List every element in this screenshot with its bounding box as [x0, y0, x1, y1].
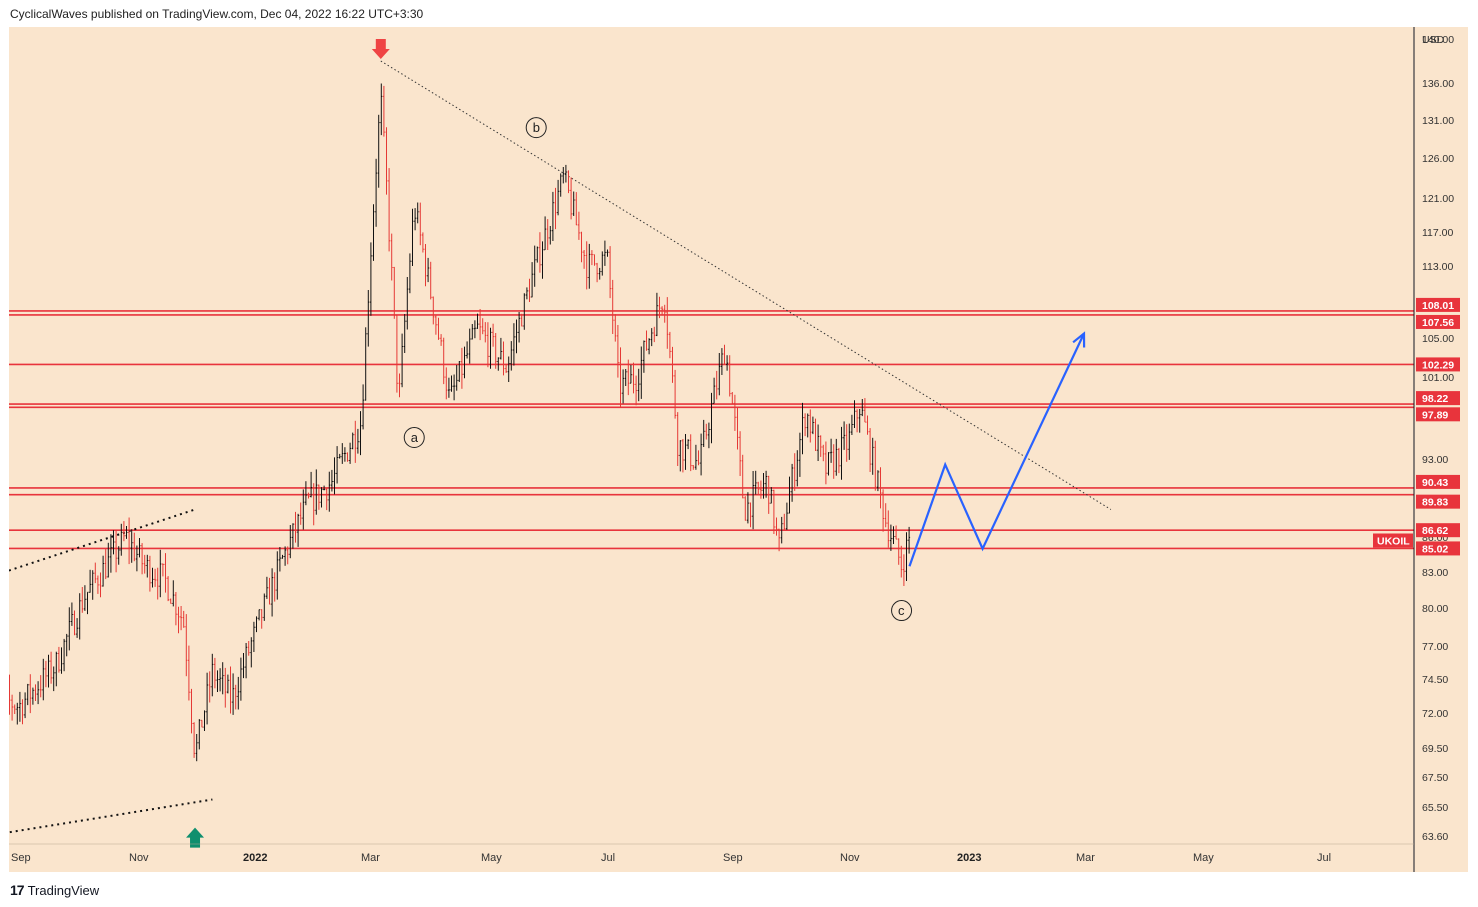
level-badge: [1416, 314, 1460, 329]
trendline: [380, 60, 1112, 510]
level-badge-text: 97.89: [1422, 409, 1448, 421]
channel-upper-line: [9, 508, 196, 572]
price-tick: 80.00: [1422, 603, 1448, 615]
level-badge: [1416, 297, 1460, 312]
channel-lower-line: [9, 798, 213, 834]
price-axis[interactable]: 140.00 136.00 131.00 126.00 121.00 117.00 113.…: [1422, 34, 1454, 843]
price-tick: 93.00: [1422, 454, 1448, 466]
drawing-lines: [9, 60, 1112, 834]
tradingview-brand[interactable]: TradingView: [27, 882, 100, 898]
time-tick: Nov: [840, 852, 860, 864]
tradingview-logo-icon[interactable]: 17: [10, 882, 25, 898]
time-tick: Mar: [361, 852, 380, 864]
price-tick: 117.00: [1422, 227, 1453, 239]
time-tick: 2023: [957, 852, 981, 864]
projection-path: [908, 331, 1086, 567]
level-badge-text: 102.29: [1422, 359, 1454, 371]
price-tick: 74.50: [1422, 674, 1448, 686]
price-tick: 77.00: [1422, 641, 1448, 653]
time-tick: May: [481, 852, 502, 864]
level-badge-text: 90.43: [1422, 477, 1448, 489]
wave-label: b: [533, 120, 540, 135]
price-tick: 65.50: [1422, 802, 1448, 814]
time-tick: May: [1193, 852, 1214, 864]
level-badge: [1416, 357, 1460, 372]
symbol-badge: [1373, 533, 1413, 548]
price-tick: 67.50: [1422, 772, 1448, 784]
publisher-header: CyclicalWaves published on TradingView.c…: [10, 7, 424, 21]
price-tick: 121.00: [1422, 193, 1454, 205]
wave-label: a: [411, 430, 419, 445]
chart-area[interactable]: [9, 27, 1468, 872]
level-badge-text: 86.62: [1422, 525, 1448, 537]
time-axis[interactable]: Sep Nov 2022 Mar May Jul Sep Nov 2023 Mar May Jul: [11, 852, 1331, 864]
level-badge-text: 108.01: [1422, 300, 1454, 312]
time-tick: Jul: [601, 852, 615, 864]
price-tick: 105.00: [1422, 333, 1454, 345]
price-tick: 113.00: [1422, 261, 1453, 273]
price-tick: 69.50: [1422, 743, 1448, 755]
arrow-down-icon: [371, 39, 390, 59]
level-badge: [1416, 494, 1460, 509]
time-tick: Sep: [723, 852, 743, 864]
time-tick: Mar: [1076, 852, 1095, 864]
arrow-up-icon: [186, 827, 205, 848]
level-badge-text: 89.83: [1422, 497, 1448, 509]
price-tick: 140.00: [1422, 34, 1454, 46]
level-badge-text: 98.22: [1422, 393, 1448, 405]
time-tick: Jul: [1317, 852, 1331, 864]
level-badge: [1416, 474, 1460, 489]
footer: 17 TradingView: [10, 880, 99, 900]
level-badge: [1416, 523, 1460, 538]
price-tick: 101.00: [1422, 372, 1454, 384]
price-tick: 136.00: [1422, 78, 1454, 90]
wave-label-circle: [403, 427, 425, 448]
symbol-badge-text: UKOIL: [1377, 536, 1410, 548]
time-tick: Sep: [11, 852, 31, 864]
level-badge-text: 85.02: [1422, 543, 1448, 555]
price-chart[interactable]: a b c USD 140.00 136.00 131.00 126.00 121.00 11…: [9, 27, 1468, 872]
wave-label: c: [898, 603, 905, 618]
price-tick: 131.00: [1422, 115, 1454, 127]
projection-line: [908, 333, 1085, 567]
price-tick: 126.00: [1422, 153, 1454, 165]
level-badge: [1416, 541, 1460, 556]
price-tick: 83.00: [1422, 567, 1448, 579]
price-tick: 72.00: [1422, 708, 1448, 720]
price-badges: 108.01 107.56 102.29 98.22 97.89 90.43 89.83 86…: [1373, 297, 1460, 556]
candles: [9, 83, 911, 762]
wave-label-circle: [891, 600, 913, 622]
time-tick: Nov: [129, 852, 149, 864]
wave-label-circle: [525, 117, 547, 139]
price-tick: 63.60: [1422, 831, 1448, 843]
level-badge: [1416, 407, 1460, 422]
level-badge: [1416, 391, 1460, 406]
markers: a b c: [186, 39, 913, 848]
level-badge-text: 107.56: [1422, 317, 1454, 329]
currency-label: USD: [1422, 34, 1445, 46]
projection-arrowhead: [1072, 331, 1086, 348]
horizontal-levels: [9, 310, 1414, 550]
time-tick: 2022: [243, 852, 267, 864]
